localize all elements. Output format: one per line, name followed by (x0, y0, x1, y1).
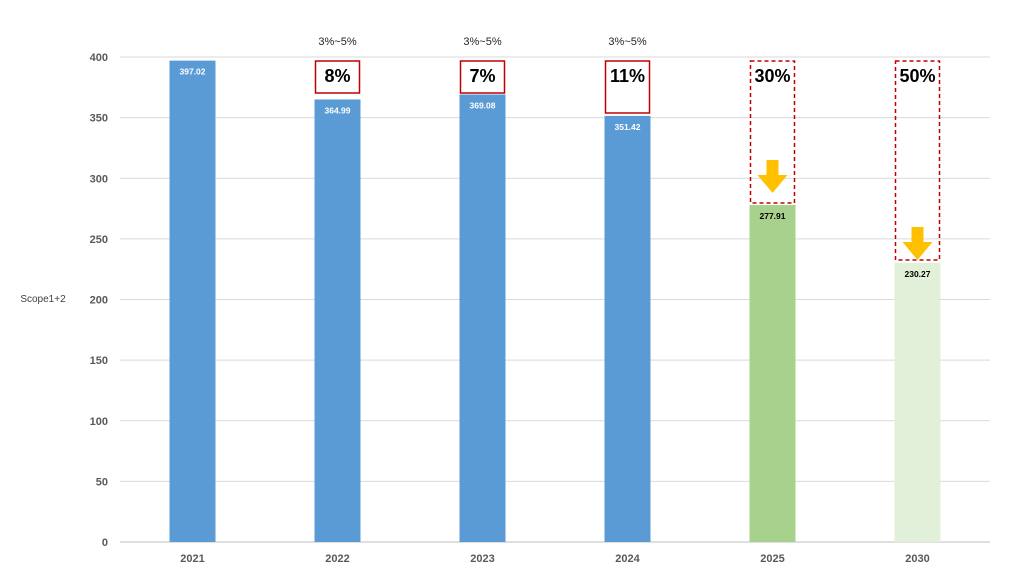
y-tick-label: 400 (90, 52, 108, 64)
bar-2021 (169, 60, 216, 542)
reduction-box (604, 60, 651, 114)
bar-2030 (894, 262, 941, 542)
reduction-box (459, 60, 506, 94)
x-tick-label: 2024 (615, 553, 640, 565)
reduction-label: 30% (754, 66, 790, 86)
reduction-label: 50% (899, 66, 935, 86)
value-label: 364.99 (325, 105, 351, 115)
y-tick-label: 50 (96, 476, 108, 488)
bar-2024 (604, 115, 651, 542)
reduction-label: 8% (324, 66, 350, 86)
bar-2025 (749, 205, 796, 542)
y-tick-label: 0 (102, 537, 108, 549)
x-tick-label: 2025 (760, 553, 784, 565)
y-tick-label: 350 (90, 113, 108, 125)
reduction-label: 11% (610, 66, 645, 86)
down-arrow-icon (757, 160, 788, 193)
x-tick-label: 2021 (180, 553, 204, 565)
y-tick-label: 200 (90, 295, 108, 307)
bar-2023 (459, 94, 506, 542)
reduction-box (894, 60, 941, 261)
y-tick-label: 300 (90, 173, 108, 185)
y-tick-label: 250 (90, 234, 108, 246)
target-range-annotation: 3%~5% (463, 36, 501, 48)
value-label: 369.08 (470, 100, 496, 110)
x-tick-label: 2023 (470, 553, 494, 565)
target-range-annotation: 3%~5% (608, 36, 646, 48)
y-tick-label: 150 (90, 355, 108, 367)
reduction-box (314, 60, 361, 94)
bar-2022 (314, 99, 361, 543)
y-axis-label: Scope1+2 (20, 294, 66, 305)
down-arrow-icon (902, 227, 933, 260)
reduction-label: 7% (469, 66, 495, 86)
value-label: 277.91 (760, 211, 786, 221)
x-tick-label: 2030 (905, 553, 929, 565)
reduction-box (749, 60, 796, 204)
x-tick-label: 2022 (325, 553, 349, 565)
value-label: 351.42 (615, 122, 641, 132)
value-label: 230.27 (905, 269, 931, 279)
y-tick-label: 100 (90, 416, 108, 428)
value-label: 397.02 (180, 67, 206, 77)
target-range-annotation: 3%~5% (318, 36, 356, 48)
